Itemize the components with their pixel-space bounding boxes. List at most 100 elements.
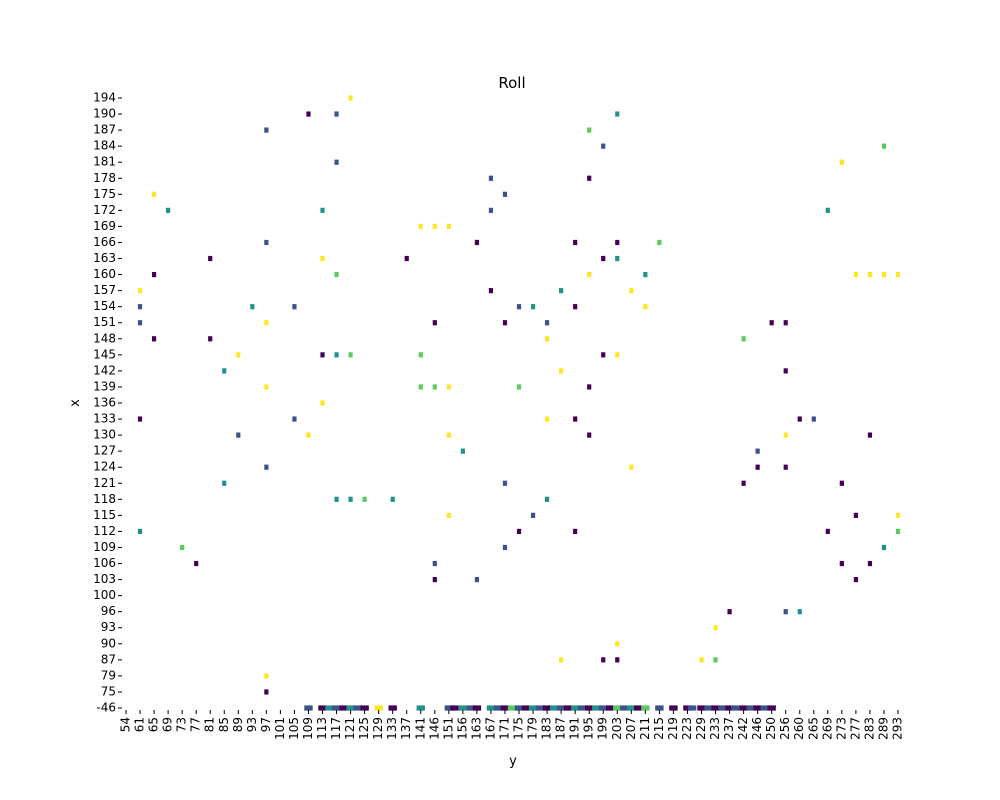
heatmap-cell bbox=[895, 512, 901, 518]
heatmap-cell bbox=[348, 95, 353, 101]
heatmap-cell bbox=[615, 657, 620, 663]
x-tick-label: 242 bbox=[736, 717, 750, 740]
x-tick-label: 117 bbox=[329, 717, 343, 740]
x-tick-label: 69 bbox=[161, 717, 175, 732]
heatmap-cell bbox=[739, 705, 748, 711]
x-tick-label: 203 bbox=[610, 717, 624, 740]
x-tick-label: 171 bbox=[497, 717, 511, 740]
heatmap-cell bbox=[151, 336, 157, 342]
heatmap-cell bbox=[521, 705, 531, 711]
x-tick-label: 85 bbox=[217, 717, 231, 732]
heatmap-cell bbox=[450, 705, 459, 711]
heatmap-cell bbox=[895, 528, 901, 535]
heatmap-cell bbox=[643, 271, 648, 278]
heatmap-cell bbox=[641, 705, 650, 711]
heatmap-cell bbox=[811, 416, 816, 422]
heatmap-cell bbox=[587, 271, 592, 278]
x-tick-label: 199 bbox=[596, 717, 610, 740]
heatmap-cell bbox=[867, 560, 873, 567]
heatmap-cell bbox=[486, 705, 496, 711]
heatmap-cell bbox=[615, 255, 620, 262]
heatmap-cell bbox=[474, 239, 480, 246]
heatmap-cell bbox=[236, 432, 241, 438]
heatmap-cell bbox=[418, 352, 423, 358]
heatmap-cell bbox=[388, 705, 397, 711]
heatmap-cell bbox=[137, 528, 143, 535]
heatmap-cell bbox=[194, 560, 199, 567]
y-tick-label: 75 bbox=[101, 684, 116, 698]
y-tick-label: 79 bbox=[101, 668, 116, 682]
x-axis-title: y bbox=[509, 754, 517, 769]
heatmap-cell bbox=[416, 705, 425, 711]
heatmap-cell bbox=[755, 448, 760, 454]
heatmap-cell bbox=[704, 705, 713, 711]
heatmap-cell bbox=[797, 416, 802, 422]
heatmap-cell bbox=[432, 223, 437, 230]
x-tick-label: 237 bbox=[722, 717, 736, 740]
x-tick-label: 54 bbox=[119, 717, 133, 732]
x-tick-label: 179 bbox=[526, 717, 540, 740]
heatmap-cell bbox=[783, 368, 788, 374]
x-tick-label: 105 bbox=[287, 717, 301, 740]
heatmap-cell bbox=[741, 336, 746, 342]
heatmap-cell bbox=[292, 304, 297, 310]
heatmap-cell bbox=[570, 705, 580, 711]
y-tick-label: 163 bbox=[93, 251, 116, 265]
heatmap-cell bbox=[360, 705, 369, 711]
heatmap-cell bbox=[697, 705, 706, 711]
x-tick-label: 146 bbox=[427, 717, 441, 740]
heatmap-cell bbox=[264, 127, 269, 133]
heatmap-cell bbox=[629, 288, 634, 294]
y-tick-label: 87 bbox=[101, 652, 116, 666]
heatmap-cell bbox=[615, 111, 620, 117]
heatmap-cell bbox=[881, 271, 887, 278]
y-tick-label: 157 bbox=[93, 283, 116, 297]
y-tick-label: 151 bbox=[93, 315, 116, 329]
heatmap-cell bbox=[304, 705, 313, 711]
heatmap-cell bbox=[530, 304, 536, 310]
x-tick-label: 293 bbox=[891, 717, 905, 740]
heatmap-cell bbox=[587, 384, 592, 390]
heatmap-cell bbox=[514, 705, 524, 711]
heatmap-cell bbox=[530, 512, 536, 518]
heatmap-cell bbox=[577, 705, 587, 711]
heatmap-cell bbox=[783, 320, 788, 326]
heatmap-cell bbox=[264, 239, 269, 246]
x-tick-label: 61 bbox=[133, 717, 147, 732]
heatmap-cell bbox=[853, 271, 858, 278]
x-tick-label: 81 bbox=[203, 717, 217, 732]
heatmap-cell bbox=[853, 512, 858, 518]
x-tick-label: 137 bbox=[399, 717, 413, 740]
heatmap-cell bbox=[699, 657, 704, 663]
x-tick-label: 207 bbox=[624, 717, 638, 740]
heatmap-cell bbox=[166, 207, 171, 213]
x-tick-label: 273 bbox=[834, 717, 848, 740]
y-tick-label: 190 bbox=[93, 107, 116, 121]
y-tick-label: 175 bbox=[93, 187, 116, 201]
heatmap-cell bbox=[544, 320, 550, 326]
x-tick-label: 97 bbox=[259, 717, 273, 732]
heatmap-cell bbox=[446, 432, 451, 438]
y-tick-label: 145 bbox=[93, 347, 116, 361]
heatmap-cell bbox=[839, 159, 844, 165]
x-tick-label: 151 bbox=[441, 717, 455, 740]
heatmap-cell bbox=[601, 143, 606, 149]
heatmap-cell bbox=[507, 705, 517, 711]
heatmap-cell bbox=[615, 239, 620, 246]
heatmap-cell bbox=[585, 705, 594, 711]
heatmap-cell bbox=[727, 609, 732, 615]
heatmap-cell bbox=[783, 432, 788, 438]
y-tick-label: 109 bbox=[93, 540, 116, 554]
heatmap-cell bbox=[746, 705, 755, 711]
y-axis-ticks: 194 190 187 184 181 178 175 172 169 166 163 160 157 1… bbox=[93, 91, 122, 715]
y-tick-label: 115 bbox=[93, 508, 116, 522]
heatmap-cell bbox=[528, 705, 538, 711]
heatmap-cell bbox=[881, 143, 887, 149]
y-tick-label: 127 bbox=[93, 444, 116, 458]
x-tick-label: 77 bbox=[189, 717, 203, 732]
heatmap-cell bbox=[601, 352, 606, 358]
heatmap-cell bbox=[320, 352, 325, 358]
heatmap-cell bbox=[320, 400, 325, 406]
heatmap-cell bbox=[573, 528, 578, 535]
heatmap-cell bbox=[587, 432, 592, 438]
